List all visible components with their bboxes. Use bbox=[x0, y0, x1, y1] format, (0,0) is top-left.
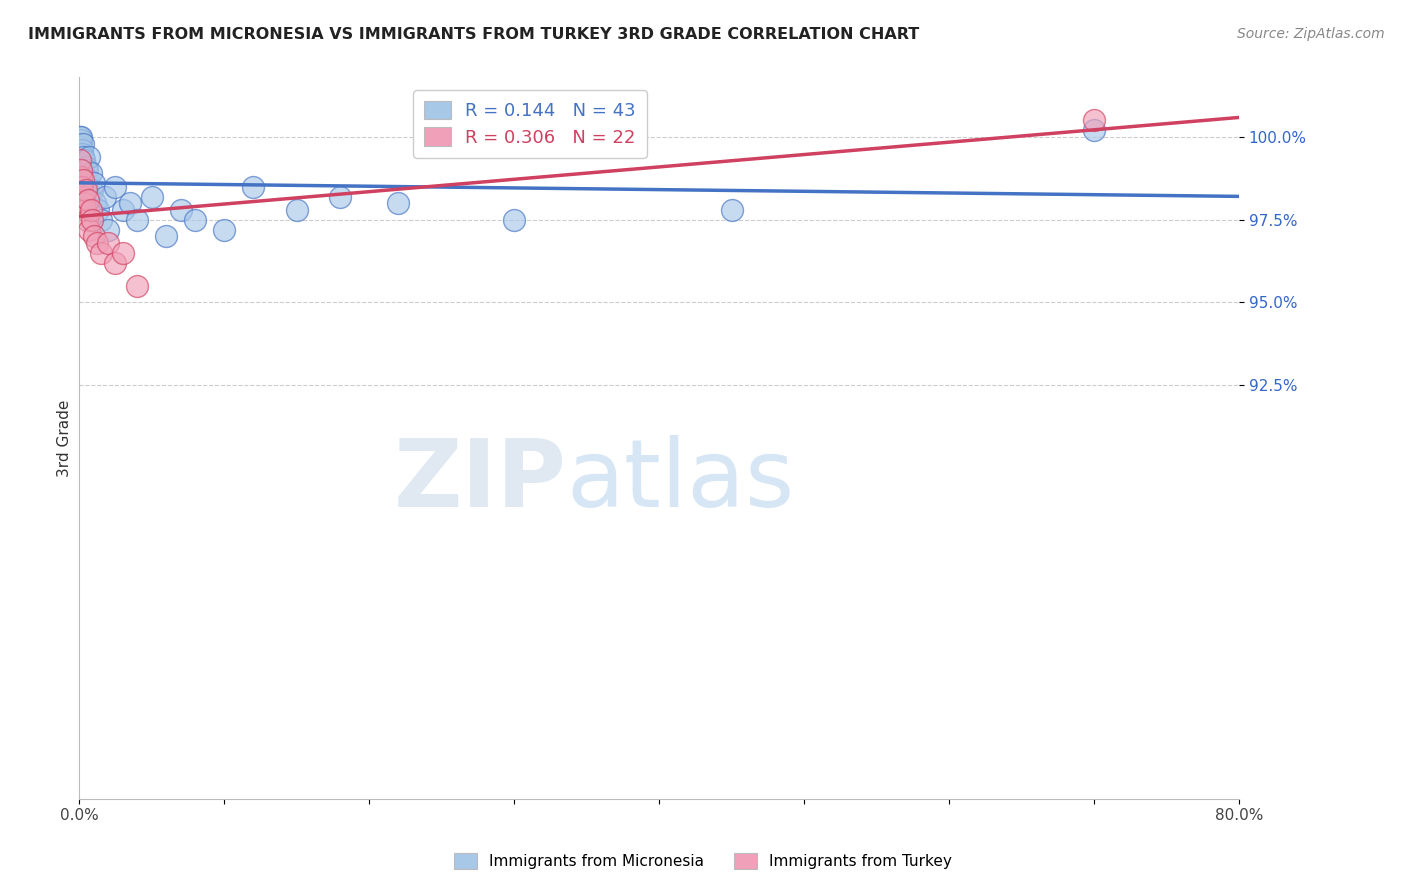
Point bbox=[72, 136, 94, 151]
Point bbox=[84, 196, 107, 211]
Point bbox=[73, 153, 96, 168]
Point bbox=[76, 173, 98, 187]
Point bbox=[83, 229, 105, 244]
Point bbox=[285, 202, 308, 217]
Point bbox=[169, 202, 191, 217]
Point bbox=[70, 163, 93, 178]
Text: Source: ZipAtlas.com: Source: ZipAtlas.com bbox=[1237, 27, 1385, 41]
Point bbox=[127, 279, 149, 293]
Point bbox=[75, 160, 97, 174]
Point bbox=[90, 245, 112, 260]
Y-axis label: 3rd Grade: 3rd Grade bbox=[58, 400, 72, 477]
Point bbox=[76, 163, 98, 178]
Point bbox=[73, 169, 96, 184]
Point bbox=[70, 169, 93, 184]
Point bbox=[212, 222, 235, 236]
Point bbox=[242, 179, 264, 194]
Point bbox=[1083, 113, 1105, 128]
Point bbox=[118, 196, 141, 211]
Point bbox=[77, 222, 100, 236]
Point bbox=[94, 189, 117, 203]
Point bbox=[155, 229, 177, 244]
Point bbox=[70, 146, 93, 161]
Point bbox=[127, 212, 149, 227]
Point bbox=[77, 189, 100, 203]
Point bbox=[73, 202, 96, 217]
Point bbox=[76, 193, 98, 207]
Point bbox=[72, 163, 94, 178]
Point bbox=[72, 189, 94, 203]
Point bbox=[387, 196, 409, 211]
Point bbox=[80, 202, 103, 217]
Point bbox=[111, 245, 134, 260]
Point bbox=[70, 133, 93, 147]
Point bbox=[503, 212, 526, 227]
Text: atlas: atlas bbox=[567, 435, 794, 527]
Point bbox=[87, 202, 110, 217]
Point bbox=[72, 173, 94, 187]
Point bbox=[70, 130, 93, 145]
Point bbox=[141, 189, 163, 203]
Point bbox=[82, 212, 104, 227]
Point bbox=[69, 153, 91, 168]
Point bbox=[83, 177, 105, 191]
Legend: R = 0.144   N = 43, R = 0.306   N = 22: R = 0.144 N = 43, R = 0.306 N = 22 bbox=[413, 90, 647, 158]
Point bbox=[1083, 123, 1105, 137]
Point bbox=[104, 179, 127, 194]
Point bbox=[77, 150, 100, 164]
Point bbox=[69, 136, 91, 151]
Text: ZIP: ZIP bbox=[394, 435, 567, 527]
Legend: Immigrants from Micronesia, Immigrants from Turkey: Immigrants from Micronesia, Immigrants f… bbox=[447, 847, 959, 875]
Point bbox=[76, 212, 98, 227]
Text: IMMIGRANTS FROM MICRONESIA VS IMMIGRANTS FROM TURKEY 3RD GRADE CORRELATION CHART: IMMIGRANTS FROM MICRONESIA VS IMMIGRANTS… bbox=[28, 27, 920, 42]
Point bbox=[184, 212, 207, 227]
Point bbox=[72, 156, 94, 170]
Point bbox=[86, 235, 108, 250]
Point bbox=[72, 150, 94, 164]
Point bbox=[97, 222, 120, 236]
Point bbox=[75, 183, 97, 197]
Point bbox=[69, 140, 91, 154]
Point bbox=[97, 235, 120, 250]
Point bbox=[70, 179, 93, 194]
Point bbox=[73, 196, 96, 211]
Point bbox=[70, 143, 93, 157]
Point bbox=[82, 183, 104, 197]
Point bbox=[329, 189, 352, 203]
Point bbox=[90, 212, 112, 227]
Point bbox=[720, 202, 742, 217]
Point bbox=[75, 179, 97, 194]
Point bbox=[69, 130, 91, 145]
Point bbox=[111, 202, 134, 217]
Point bbox=[104, 256, 127, 270]
Point bbox=[80, 166, 103, 180]
